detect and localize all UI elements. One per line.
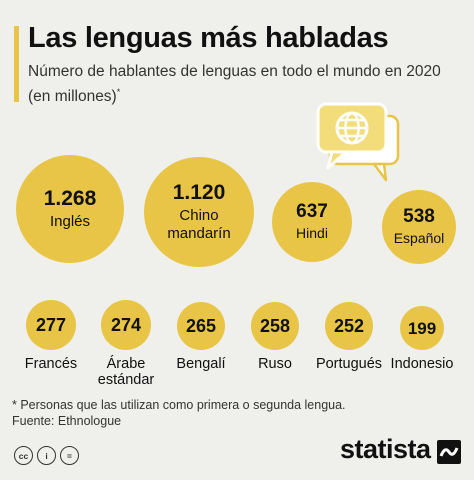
bubble-value: 538 <box>403 206 435 228</box>
bubble-label: Indonesio <box>390 356 454 372</box>
bubble-value: 274 <box>110 315 142 335</box>
bubble-value: 277 <box>35 315 67 335</box>
license-icons: cc i = <box>14 446 79 465</box>
bubble-5: 277 <box>26 300 76 350</box>
bubble-value: 1.268 <box>43 186 97 210</box>
bubble-value: 265 <box>185 316 217 336</box>
bubble-label: Chino mandarín <box>167 207 231 242</box>
bubble-value: 1.120 <box>172 181 226 205</box>
bubble-10: 199 <box>400 306 444 350</box>
title-accent-bar <box>14 26 19 102</box>
subtitle-text: Número de hablantes de lenguas en todo e… <box>28 63 441 106</box>
bubble-label: Hindi <box>296 225 328 242</box>
bubble-3: 637 Hindi <box>272 182 352 262</box>
nd-icon[interactable]: = <box>60 446 79 465</box>
bubble-label: Español <box>393 230 445 247</box>
subtitle-asterisk: * <box>116 87 121 97</box>
bubble-1: 1.268 Inglés <box>16 155 124 263</box>
bubble-9: 252 <box>325 302 373 350</box>
by-icon[interactable]: i <box>37 446 56 465</box>
source: Fuente: Ethnologue <box>12 414 122 428</box>
bubble-4: 538 Español <box>382 190 456 264</box>
bubble-6: 274 <box>101 300 151 350</box>
footnote: * Personas que las utilizan como primera… <box>12 398 346 412</box>
chat-bubble-globe-icon <box>316 102 400 182</box>
bubble-label: Francés <box>24 356 78 372</box>
bubble-label: Ruso <box>258 356 292 372</box>
bubble-value: 258 <box>259 316 291 336</box>
bubble-value: 252 <box>333 316 365 336</box>
bubble-2: 1.120 Chino mandarín <box>144 157 254 267</box>
bubble-label: Portugués <box>315 356 383 372</box>
bubble-label: Inglés <box>49 212 91 230</box>
bubble-label: Árabe estándar <box>97 356 155 388</box>
bubble-value: 637 <box>296 201 328 223</box>
chart-subtitle: Número de hablantes de lenguas en todo e… <box>28 62 458 107</box>
bubble-value: 199 <box>407 318 437 338</box>
cc-icon[interactable]: cc <box>14 446 33 465</box>
bubble-7: 265 <box>177 302 225 350</box>
bubble-8: 258 <box>251 302 299 350</box>
chart-title: Las lenguas más habladas <box>28 22 389 54</box>
bubble-label: Bengalí <box>176 356 226 372</box>
statista-logo[interactable]: statista <box>340 434 431 464</box>
statista-mark-icon <box>437 440 461 464</box>
